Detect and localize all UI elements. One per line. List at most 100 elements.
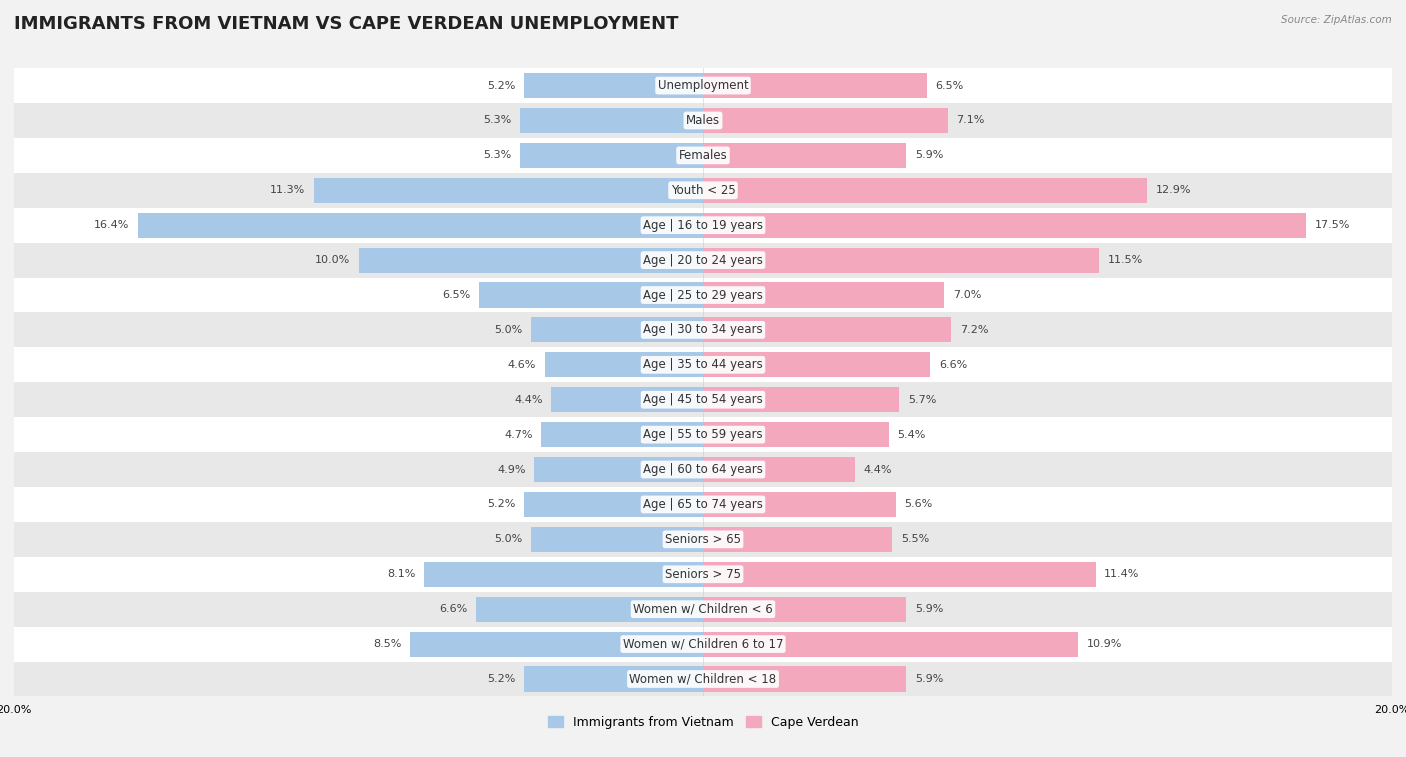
Text: Women w/ Children 6 to 17: Women w/ Children 6 to 17 bbox=[623, 637, 783, 650]
Bar bbox=[14, 103, 1392, 138]
Bar bbox=[703, 492, 896, 517]
Bar bbox=[14, 592, 1392, 627]
Bar bbox=[14, 382, 1392, 417]
Bar bbox=[314, 178, 703, 203]
Text: Age | 20 to 24 years: Age | 20 to 24 years bbox=[643, 254, 763, 266]
Text: 11.4%: 11.4% bbox=[1104, 569, 1140, 579]
Bar bbox=[14, 68, 1392, 103]
Bar bbox=[14, 278, 1392, 313]
Text: IMMIGRANTS FROM VIETNAM VS CAPE VERDEAN UNEMPLOYMENT: IMMIGRANTS FROM VIETNAM VS CAPE VERDEAN … bbox=[14, 15, 679, 33]
Bar bbox=[544, 352, 703, 378]
Text: Age | 16 to 19 years: Age | 16 to 19 years bbox=[643, 219, 763, 232]
Bar bbox=[703, 108, 948, 133]
Text: Seniors > 75: Seniors > 75 bbox=[665, 568, 741, 581]
Text: 5.4%: 5.4% bbox=[897, 430, 927, 440]
Bar bbox=[703, 143, 907, 168]
Bar bbox=[475, 597, 703, 621]
Bar bbox=[14, 557, 1392, 592]
Text: 5.9%: 5.9% bbox=[915, 604, 943, 614]
Text: 7.1%: 7.1% bbox=[956, 116, 984, 126]
Bar bbox=[14, 243, 1392, 278]
Bar bbox=[531, 527, 703, 552]
Text: 7.0%: 7.0% bbox=[953, 290, 981, 300]
Bar bbox=[425, 562, 703, 587]
Bar bbox=[411, 631, 703, 656]
Bar bbox=[703, 597, 907, 621]
Bar bbox=[534, 457, 703, 482]
Bar bbox=[703, 422, 889, 447]
Text: 11.3%: 11.3% bbox=[270, 185, 305, 195]
Text: Age | 45 to 54 years: Age | 45 to 54 years bbox=[643, 393, 763, 407]
Text: 5.0%: 5.0% bbox=[494, 534, 522, 544]
Bar bbox=[703, 213, 1306, 238]
Text: 4.7%: 4.7% bbox=[503, 430, 533, 440]
Text: 8.1%: 8.1% bbox=[387, 569, 415, 579]
Text: Women w/ Children < 6: Women w/ Children < 6 bbox=[633, 603, 773, 615]
Text: 5.3%: 5.3% bbox=[484, 116, 512, 126]
Text: 6.6%: 6.6% bbox=[439, 604, 467, 614]
Bar bbox=[703, 457, 855, 482]
Text: 10.0%: 10.0% bbox=[315, 255, 350, 265]
Bar bbox=[703, 352, 931, 378]
Bar bbox=[703, 562, 1095, 587]
Bar bbox=[138, 213, 703, 238]
Text: 4.4%: 4.4% bbox=[863, 465, 891, 475]
Bar bbox=[14, 452, 1392, 487]
Bar bbox=[14, 347, 1392, 382]
Bar bbox=[14, 313, 1392, 347]
Text: 5.2%: 5.2% bbox=[486, 80, 515, 91]
Text: 4.6%: 4.6% bbox=[508, 360, 536, 370]
Bar bbox=[479, 282, 703, 307]
Bar bbox=[703, 282, 945, 307]
Bar bbox=[524, 666, 703, 692]
Text: Women w/ Children < 18: Women w/ Children < 18 bbox=[630, 672, 776, 686]
Text: Age | 60 to 64 years: Age | 60 to 64 years bbox=[643, 463, 763, 476]
Text: 11.5%: 11.5% bbox=[1108, 255, 1143, 265]
Text: 5.5%: 5.5% bbox=[901, 534, 929, 544]
Text: 16.4%: 16.4% bbox=[94, 220, 129, 230]
Bar bbox=[703, 666, 907, 692]
Bar bbox=[14, 627, 1392, 662]
Bar bbox=[703, 248, 1099, 273]
Text: 5.2%: 5.2% bbox=[486, 500, 515, 509]
Bar bbox=[524, 492, 703, 517]
Text: 4.9%: 4.9% bbox=[498, 465, 526, 475]
Text: Age | 25 to 29 years: Age | 25 to 29 years bbox=[643, 288, 763, 301]
Text: 6.5%: 6.5% bbox=[443, 290, 471, 300]
Text: Females: Females bbox=[679, 149, 727, 162]
Text: Unemployment: Unemployment bbox=[658, 79, 748, 92]
Text: 5.2%: 5.2% bbox=[486, 674, 515, 684]
Bar bbox=[14, 662, 1392, 696]
Text: 5.3%: 5.3% bbox=[484, 151, 512, 160]
Text: 4.4%: 4.4% bbox=[515, 394, 543, 405]
Text: Males: Males bbox=[686, 114, 720, 127]
Bar bbox=[520, 143, 703, 168]
Text: 7.2%: 7.2% bbox=[960, 325, 988, 335]
Bar bbox=[520, 108, 703, 133]
Text: Age | 35 to 44 years: Age | 35 to 44 years bbox=[643, 358, 763, 372]
Bar bbox=[14, 207, 1392, 243]
Bar bbox=[703, 178, 1147, 203]
Bar bbox=[541, 422, 703, 447]
Bar bbox=[14, 417, 1392, 452]
Bar bbox=[524, 73, 703, 98]
Text: Source: ZipAtlas.com: Source: ZipAtlas.com bbox=[1281, 15, 1392, 25]
Bar bbox=[703, 73, 927, 98]
Legend: Immigrants from Vietnam, Cape Verdean: Immigrants from Vietnam, Cape Verdean bbox=[543, 711, 863, 734]
Text: Seniors > 65: Seniors > 65 bbox=[665, 533, 741, 546]
Bar bbox=[703, 527, 893, 552]
Bar bbox=[703, 631, 1078, 656]
Bar bbox=[14, 173, 1392, 207]
Bar bbox=[531, 317, 703, 342]
Text: 17.5%: 17.5% bbox=[1315, 220, 1350, 230]
Bar bbox=[359, 248, 703, 273]
Text: 5.6%: 5.6% bbox=[904, 500, 932, 509]
Bar bbox=[551, 387, 703, 413]
Bar bbox=[703, 387, 900, 413]
Bar bbox=[703, 317, 950, 342]
Text: 5.9%: 5.9% bbox=[915, 151, 943, 160]
Text: 10.9%: 10.9% bbox=[1087, 639, 1122, 649]
Text: 5.9%: 5.9% bbox=[915, 674, 943, 684]
Text: 5.7%: 5.7% bbox=[908, 394, 936, 405]
Text: Youth < 25: Youth < 25 bbox=[671, 184, 735, 197]
